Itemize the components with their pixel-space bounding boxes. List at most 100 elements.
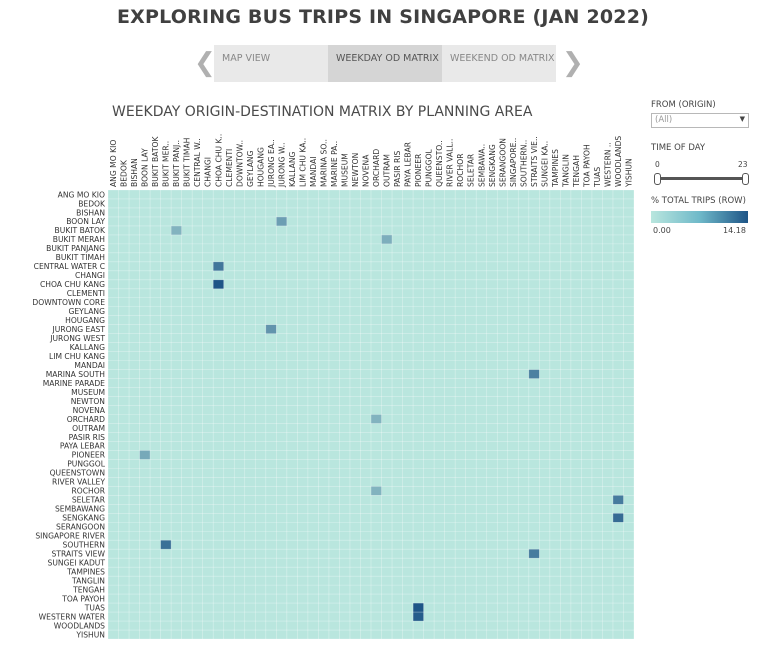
heatmap-cell[interactable] <box>276 216 287 226</box>
column-label: TENGAH <box>572 155 581 188</box>
row-label: PUNGGOL <box>67 460 106 469</box>
row-label: QUEENSTOWN <box>50 469 105 478</box>
time-of-day-slider-track[interactable] <box>657 177 746 180</box>
heatmap-cell[interactable] <box>371 414 382 424</box>
heatmap-cell[interactable] <box>381 234 393 244</box>
column-label: BEDOK <box>120 159 129 187</box>
column-label: NEWTON <box>351 153 360 187</box>
column-label: BISHAN <box>130 158 139 187</box>
heatmap-cell[interactable] <box>171 225 182 235</box>
time-of-day-label: TIME OF DAY <box>651 143 706 153</box>
column-label: ORCHARD <box>372 149 381 187</box>
row-label: CENTRAL WATER C <box>34 262 105 271</box>
row-label: MANDAI <box>74 361 105 370</box>
tab-weekend-od-matrix[interactable]: WEEKEND OD MATRIX <box>442 45 556 82</box>
row-label: BUKIT MERAH <box>53 235 105 244</box>
column-label: BUKIT MER.. <box>162 141 171 187</box>
heatmap-cell[interactable] <box>413 603 424 613</box>
row-label: WESTERN WATER <box>39 612 106 621</box>
heatmap-cell[interactable] <box>371 486 382 496</box>
row-label: NEWTON <box>71 397 105 406</box>
time-min-label: 0 <box>655 160 660 169</box>
column-label: WESTERN .. <box>604 142 613 187</box>
row-label: GEYLANG <box>69 307 106 316</box>
column-label: MARINE PA.. <box>330 141 339 187</box>
next-arrow-icon[interactable]: ❯ <box>562 48 584 78</box>
heatmap-cell[interactable] <box>612 495 624 505</box>
row-label: TOA PAYOH <box>61 594 105 603</box>
row-label: OUTRAM <box>72 424 105 433</box>
time-slider-max-handle[interactable] <box>742 173 749 185</box>
column-label: SEMBAWA.. <box>477 144 486 187</box>
row-label: SENGKANG <box>62 514 105 523</box>
row-label: JURONG EAST <box>52 325 106 334</box>
column-label: JURONG EA.. <box>267 139 276 188</box>
row-label: YISHUN <box>75 630 105 639</box>
chevron-down-icon: ▼ <box>739 115 745 123</box>
column-label: CHOA CHU K.. <box>214 134 223 187</box>
column-label: TOA PAYOH <box>582 144 591 188</box>
tab-map-view[interactable]: MAP VIEW <box>214 45 328 82</box>
legend-label: % TOTAL TRIPS (ROW) <box>651 196 746 206</box>
column-label: JURONG W.. <box>277 143 286 189</box>
heatmap-cell[interactable] <box>413 612 424 622</box>
row-label: LIM CHU KANG <box>49 352 105 361</box>
origin-filter-label: FROM (ORIGIN) <box>651 100 716 110</box>
row-label: BUKIT PANJANG <box>46 244 105 253</box>
row-label: BOON LAY <box>66 217 105 226</box>
column-label: GEYLANG <box>246 150 255 187</box>
previous-arrow-icon[interactable]: ❮ <box>194 48 216 78</box>
column-label: WOODLANDS <box>614 136 623 187</box>
row-label: ANG MO KIO <box>58 190 105 199</box>
legend-min-value: 0.00 <box>653 226 671 235</box>
chart-title: WEEKDAY ORIGIN-DESTINATION MATRIX BY PLA… <box>112 104 533 120</box>
column-label: CLEMENTI <box>225 149 234 187</box>
row-label: SERANGOON <box>56 523 105 532</box>
heatmap-cell[interactable] <box>265 324 277 334</box>
column-label: NOVENA <box>362 154 371 187</box>
column-label: KALLANG <box>288 151 297 187</box>
column-label: MARINA SO.. <box>319 139 328 187</box>
row-label: TENGAH <box>72 585 105 594</box>
row-label: ROCHOR <box>71 487 105 496</box>
origin-filter-dropdown[interactable]: (All) ▼ <box>651 113 749 128</box>
tab-weekday-od-matrix[interactable]: WEEKDAY OD MATRIX <box>328 45 442 82</box>
row-label: MARINE PARADE <box>43 379 105 388</box>
row-label: BEDOK <box>78 199 106 208</box>
row-label: NOVENA <box>73 406 106 415</box>
row-label: SELETAR <box>72 496 106 505</box>
heatmap-cell[interactable] <box>139 450 151 460</box>
row-label: CHANGI <box>75 271 105 280</box>
column-label: BUKIT TIMAH <box>183 138 192 187</box>
heatmap-cell[interactable] <box>612 513 624 523</box>
row-label: MARINA SOUTH <box>46 370 105 379</box>
column-label: SENGKANG <box>488 144 497 187</box>
row-label: BISHAN <box>76 208 105 217</box>
column-label: SINGAPORE.. <box>509 138 518 187</box>
column-label: BUKIT PANJ.. <box>172 140 181 187</box>
row-label: ORCHARD <box>67 415 105 424</box>
column-label: BOON LAY <box>141 148 150 187</box>
row-label: STRAITS VIEW <box>52 549 106 558</box>
time-max-label: 23 <box>738 160 748 169</box>
column-label: TAMPINES <box>551 149 560 188</box>
column-label: PIONEER <box>414 153 423 187</box>
row-label: BUKIT BATOK <box>55 226 106 235</box>
heatmap-cell[interactable] <box>528 549 540 559</box>
heatmap-cell[interactable] <box>213 261 224 271</box>
heatmap-cell[interactable] <box>213 279 224 289</box>
column-label: CENTRAL W.. <box>193 138 202 187</box>
row-label: TAMPINES <box>66 567 105 576</box>
row-label: SUNGEI KADUT <box>48 558 106 567</box>
column-label: SUNGEI KA.. <box>540 141 549 187</box>
column-label: STRAITS VIE.. <box>530 136 539 187</box>
row-label: MUSEUM <box>71 388 105 397</box>
heatmap-cell[interactable] <box>160 540 172 550</box>
heatmap-cell[interactable] <box>528 369 540 379</box>
color-legend-bar <box>651 211 748 223</box>
column-label: BUKIT BATOK <box>151 136 160 187</box>
time-slider-min-handle[interactable] <box>654 173 661 185</box>
column-label: PASIR RIS <box>393 150 402 187</box>
column-label: DOWNTOW.. <box>235 140 244 187</box>
